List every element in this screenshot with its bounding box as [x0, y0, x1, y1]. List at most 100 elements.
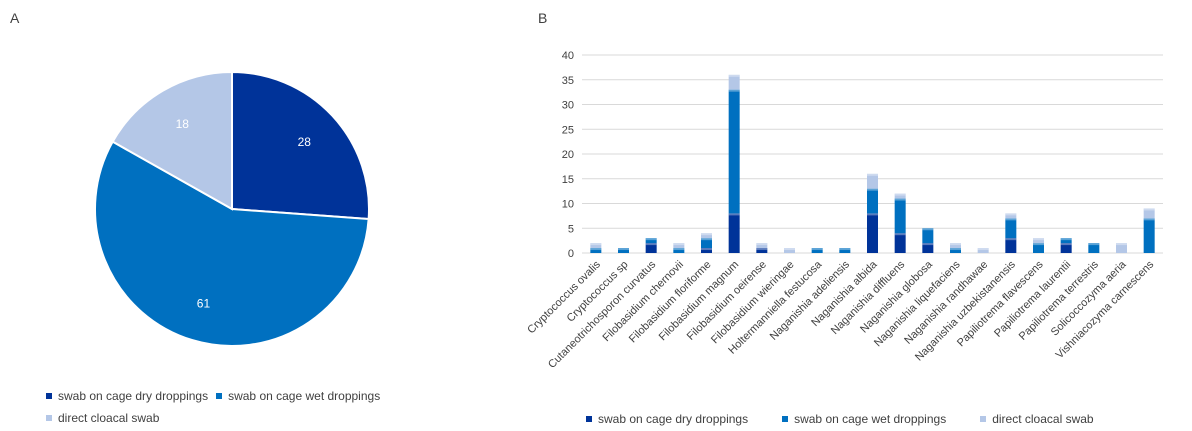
pie-legend-label-cloacal: direct cloacal swab — [58, 411, 160, 425]
pie-legend-item-dry: swab on cage dry droppings — [46, 385, 208, 407]
bar-segment-highlight — [1143, 208, 1155, 211]
bar-segment-direct-cloacal-swab — [1033, 238, 1044, 244]
pie-data-label-swab-on-cage-wet-droppings: 61 — [197, 296, 211, 310]
bar-segment-highlight — [701, 233, 712, 236]
bar-segment-swab-on-cage-dry-droppings — [1060, 243, 1072, 253]
bar-segment-swab-on-cage-dry-droppings — [728, 213, 740, 253]
panel-a-label: A — [10, 10, 20, 26]
bar-segment-direct-cloacal-swab — [977, 248, 989, 253]
bar-segment-swab-on-cage-wet-droppings — [867, 188, 878, 214]
bar-segment-highlight — [867, 213, 878, 216]
pie-slice-swab-on-cage-dry-droppings — [231, 70, 370, 221]
bar-segment-swab-on-cage-wet-droppings — [1143, 218, 1155, 253]
bar-segment-highlight — [701, 248, 712, 251]
bar-segment-direct-cloacal-swab — [1005, 213, 1017, 219]
bar-segment-swab-on-cage-wet-droppings — [618, 248, 629, 253]
bar-segment-direct-cloacal-swab — [1143, 208, 1155, 219]
bar-segment-highlight — [590, 248, 602, 251]
pie-legend: swab on cage dry droppings swab on cage … — [46, 385, 466, 429]
y-tick-label: 20 — [562, 149, 574, 161]
bar-segment-swab-on-cage-wet-droppings — [645, 238, 657, 244]
bar-segment-highlight — [1116, 243, 1127, 246]
bar-segment-direct-cloacal-swab — [728, 74, 740, 90]
bar-segment-direct-cloacal-swab — [673, 243, 685, 249]
bar-segment-highlight — [728, 89, 740, 92]
x-tick-label: Cutaneotrichosporon curvatus — [546, 258, 659, 371]
bar-segment-swab-on-cage-dry-droppings — [701, 248, 712, 253]
pie-legend-label-wet: swab on cage wet droppings — [228, 389, 381, 403]
bar-segment-swab-on-cage-wet-droppings — [590, 248, 602, 253]
bar-segment-swab-on-cage-wet-droppings — [1033, 243, 1044, 253]
bar-segment-highlight — [701, 238, 712, 241]
bar-segment-highlight — [1033, 243, 1044, 246]
bar-segment-swab-on-cage-dry-droppings — [894, 233, 906, 253]
bar-segment-highlight — [1033, 238, 1044, 241]
bar-segment-swab-on-cage-dry-droppings — [867, 213, 878, 253]
bar-segment-highlight — [839, 248, 851, 251]
bar-legend-item-cloacal: direct cloacal swab — [980, 408, 1094, 430]
bar-legend-label-dry: swab on cage dry droppings — [598, 412, 749, 426]
y-tick-label: 25 — [562, 124, 574, 136]
bar-segment-highlight — [977, 248, 989, 251]
bar-legend-label-wet: swab on cage wet droppings — [794, 412, 947, 426]
y-tick-label: 40 — [562, 50, 574, 62]
bar-segment-direct-cloacal-swab — [784, 248, 795, 253]
bar-segment-swab-on-cage-dry-droppings — [1005, 238, 1017, 253]
bar-segment-highlight — [922, 243, 934, 246]
bar-segment-swab-on-cage-dry-droppings — [756, 248, 768, 253]
bar-segment-highlight — [950, 248, 961, 251]
bar-segment-swab-on-cage-wet-droppings — [1005, 218, 1017, 239]
bar-segment-swab-on-cage-wet-droppings — [1060, 238, 1072, 244]
pie-legend-item-wet: swab on cage wet droppings — [216, 385, 380, 407]
bar-segment-highlight — [867, 188, 878, 191]
bar-segment-highlight — [894, 198, 906, 201]
pie-slice-swab-on-cage-wet-droppings — [94, 140, 370, 347]
bar-segment-swab-on-cage-wet-droppings — [811, 248, 823, 253]
pie-data-label-swab-on-cage-dry-droppings: 28 — [298, 135, 312, 149]
pie-legend-swatch-cloacal — [46, 415, 52, 421]
bar-segment-direct-cloacal-swab — [590, 243, 602, 249]
bar-segment-direct-cloacal-swab — [756, 243, 768, 249]
y-tick-label: 10 — [562, 199, 574, 211]
pie-slice-direct-cloacal-swab — [111, 70, 233, 211]
bar-segment-swab-on-cage-wet-droppings — [701, 238, 712, 249]
bar-legend-label-cloacal: direct cloacal swab — [992, 412, 1094, 426]
bar-legend: swab on cage dry droppings swab on cage … — [586, 408, 1186, 430]
bar-legend-swatch-dry — [586, 416, 592, 422]
bar-segment-highlight — [1005, 213, 1017, 216]
bar-segment-swab-on-cage-wet-droppings — [1088, 243, 1100, 253]
bar-segment-highlight — [894, 193, 906, 196]
bar-segment-highlight — [811, 248, 823, 251]
bar-segment-direct-cloacal-swab — [867, 173, 878, 189]
bar-legend-swatch-wet — [782, 416, 789, 422]
y-tick-label: 0 — [568, 248, 574, 260]
bar-segment-highlight — [1005, 238, 1017, 241]
bar-segment-swab-on-cage-wet-droppings — [950, 248, 961, 253]
bar-segment-highlight — [894, 233, 906, 236]
bar-segment-highlight — [1060, 238, 1072, 241]
bar-legend-item-dry: swab on cage dry droppings — [586, 408, 748, 430]
bar-segment-swab-on-cage-dry-droppings — [645, 243, 657, 253]
bar-segment-direct-cloacal-swab — [894, 193, 906, 199]
panel-b-label: B — [538, 10, 548, 26]
bar-segment-direct-cloacal-swab — [701, 233, 712, 239]
bar-segment-swab-on-cage-dry-droppings — [922, 243, 934, 253]
pie-legend-swatch-wet — [216, 393, 223, 399]
pie-legend-label-dry: swab on cage dry droppings — [58, 389, 209, 403]
bar-segment-highlight — [728, 213, 740, 216]
bar-segment-swab-on-cage-wet-droppings — [922, 228, 934, 244]
y-tick-label: 15 — [562, 174, 574, 186]
bar-legend-swatch-cloacal — [980, 416, 987, 422]
bar-segment-highlight — [1005, 218, 1017, 221]
bar-segment-highlight — [590, 243, 602, 246]
bar-segment-highlight — [922, 228, 934, 231]
y-tick-label: 35 — [562, 75, 574, 87]
bar-legend-item-wet: swab on cage wet droppings — [782, 408, 946, 430]
bar-segment-swab-on-cage-wet-droppings — [839, 248, 851, 253]
bar-segment-highlight — [756, 243, 768, 246]
bar-segment-highlight — [673, 248, 685, 251]
y-tick-label: 5 — [568, 223, 574, 235]
bar-segment-highlight — [784, 248, 795, 251]
